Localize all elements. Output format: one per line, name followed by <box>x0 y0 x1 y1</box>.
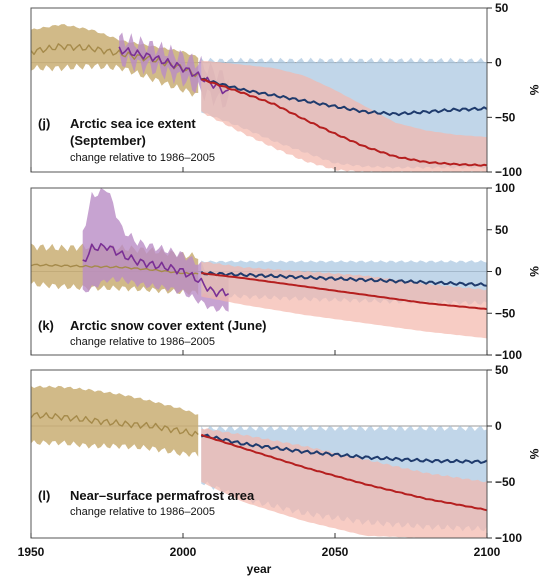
y-tick-label: −50 <box>495 306 516 320</box>
y-tick-label: 50 <box>495 1 509 15</box>
y-unit-label: % <box>527 85 541 96</box>
y-tick-label: 100 <box>495 181 515 195</box>
blue-series-line <box>200 270 488 287</box>
y-tick-label: −50 <box>495 475 516 489</box>
panel-title: Arctic snow cover extent (June) <box>70 318 267 333</box>
panel-subtitle: change relative to 1986–2005 <box>70 336 215 348</box>
y-tick-label: 50 <box>495 223 509 237</box>
y-tick-label: 0 <box>495 265 502 279</box>
panel-frame <box>30 369 488 539</box>
y-unit-label: % <box>527 449 541 460</box>
purple-series-line <box>82 242 230 298</box>
red-range-band <box>201 428 488 538</box>
panel-subtitle: change relative to 1986–2005 <box>70 506 215 518</box>
red-series-line <box>201 78 488 167</box>
red-range-band <box>201 261 488 339</box>
y-tick-label: −100 <box>495 531 522 545</box>
panel-title: Arctic sea ice extent <box>70 116 196 131</box>
panel-subtitle: change relative to 1986–2005 <box>70 152 215 164</box>
x-tick-label: 2000 <box>170 545 197 559</box>
panel-title-line2: (September) <box>70 133 146 148</box>
observed-series-line <box>30 263 199 275</box>
red-range-band <box>201 60 488 172</box>
blue-series-line <box>201 433 488 464</box>
y-tick-label: 50 <box>495 363 509 377</box>
panel-letter: (j) <box>38 116 50 131</box>
y-tick-label: 0 <box>495 56 502 70</box>
red-series-line <box>201 272 488 311</box>
panel-letter: (l) <box>38 488 50 503</box>
y-tick-label: −100 <box>495 165 522 179</box>
x-axis-label: year <box>247 562 272 576</box>
blue-series-line <box>201 77 488 117</box>
panel-l: 50 0 −50 −100% (l) Near–surface permafrost ar… <box>30 363 541 545</box>
panel-j: 50 0 −50 −100% (j) Arctic sea ice extent (Sept… <box>30 1 541 179</box>
y-tick-label: 0 <box>495 419 502 433</box>
y-unit-label: % <box>527 266 541 277</box>
purple-range-band <box>82 188 229 312</box>
panel-k: 100 50 0 −50 −100% (k) Arctic snow cover exten… <box>30 181 541 362</box>
y-tick-label: −50 <box>495 110 516 124</box>
panel-frame <box>30 7 488 173</box>
red-series-line <box>200 433 488 512</box>
panel-title: Near–surface permafrost area <box>70 488 255 503</box>
x-tick-label: 2050 <box>322 545 349 559</box>
observed-series-line <box>30 412 199 437</box>
x-tick-label: 2100 <box>474 545 501 559</box>
x-tick-label: 1950 <box>18 545 45 559</box>
panel-letter: (k) <box>38 318 54 333</box>
y-tick-label: −100 <box>495 348 522 362</box>
observed-range-band <box>31 24 199 97</box>
